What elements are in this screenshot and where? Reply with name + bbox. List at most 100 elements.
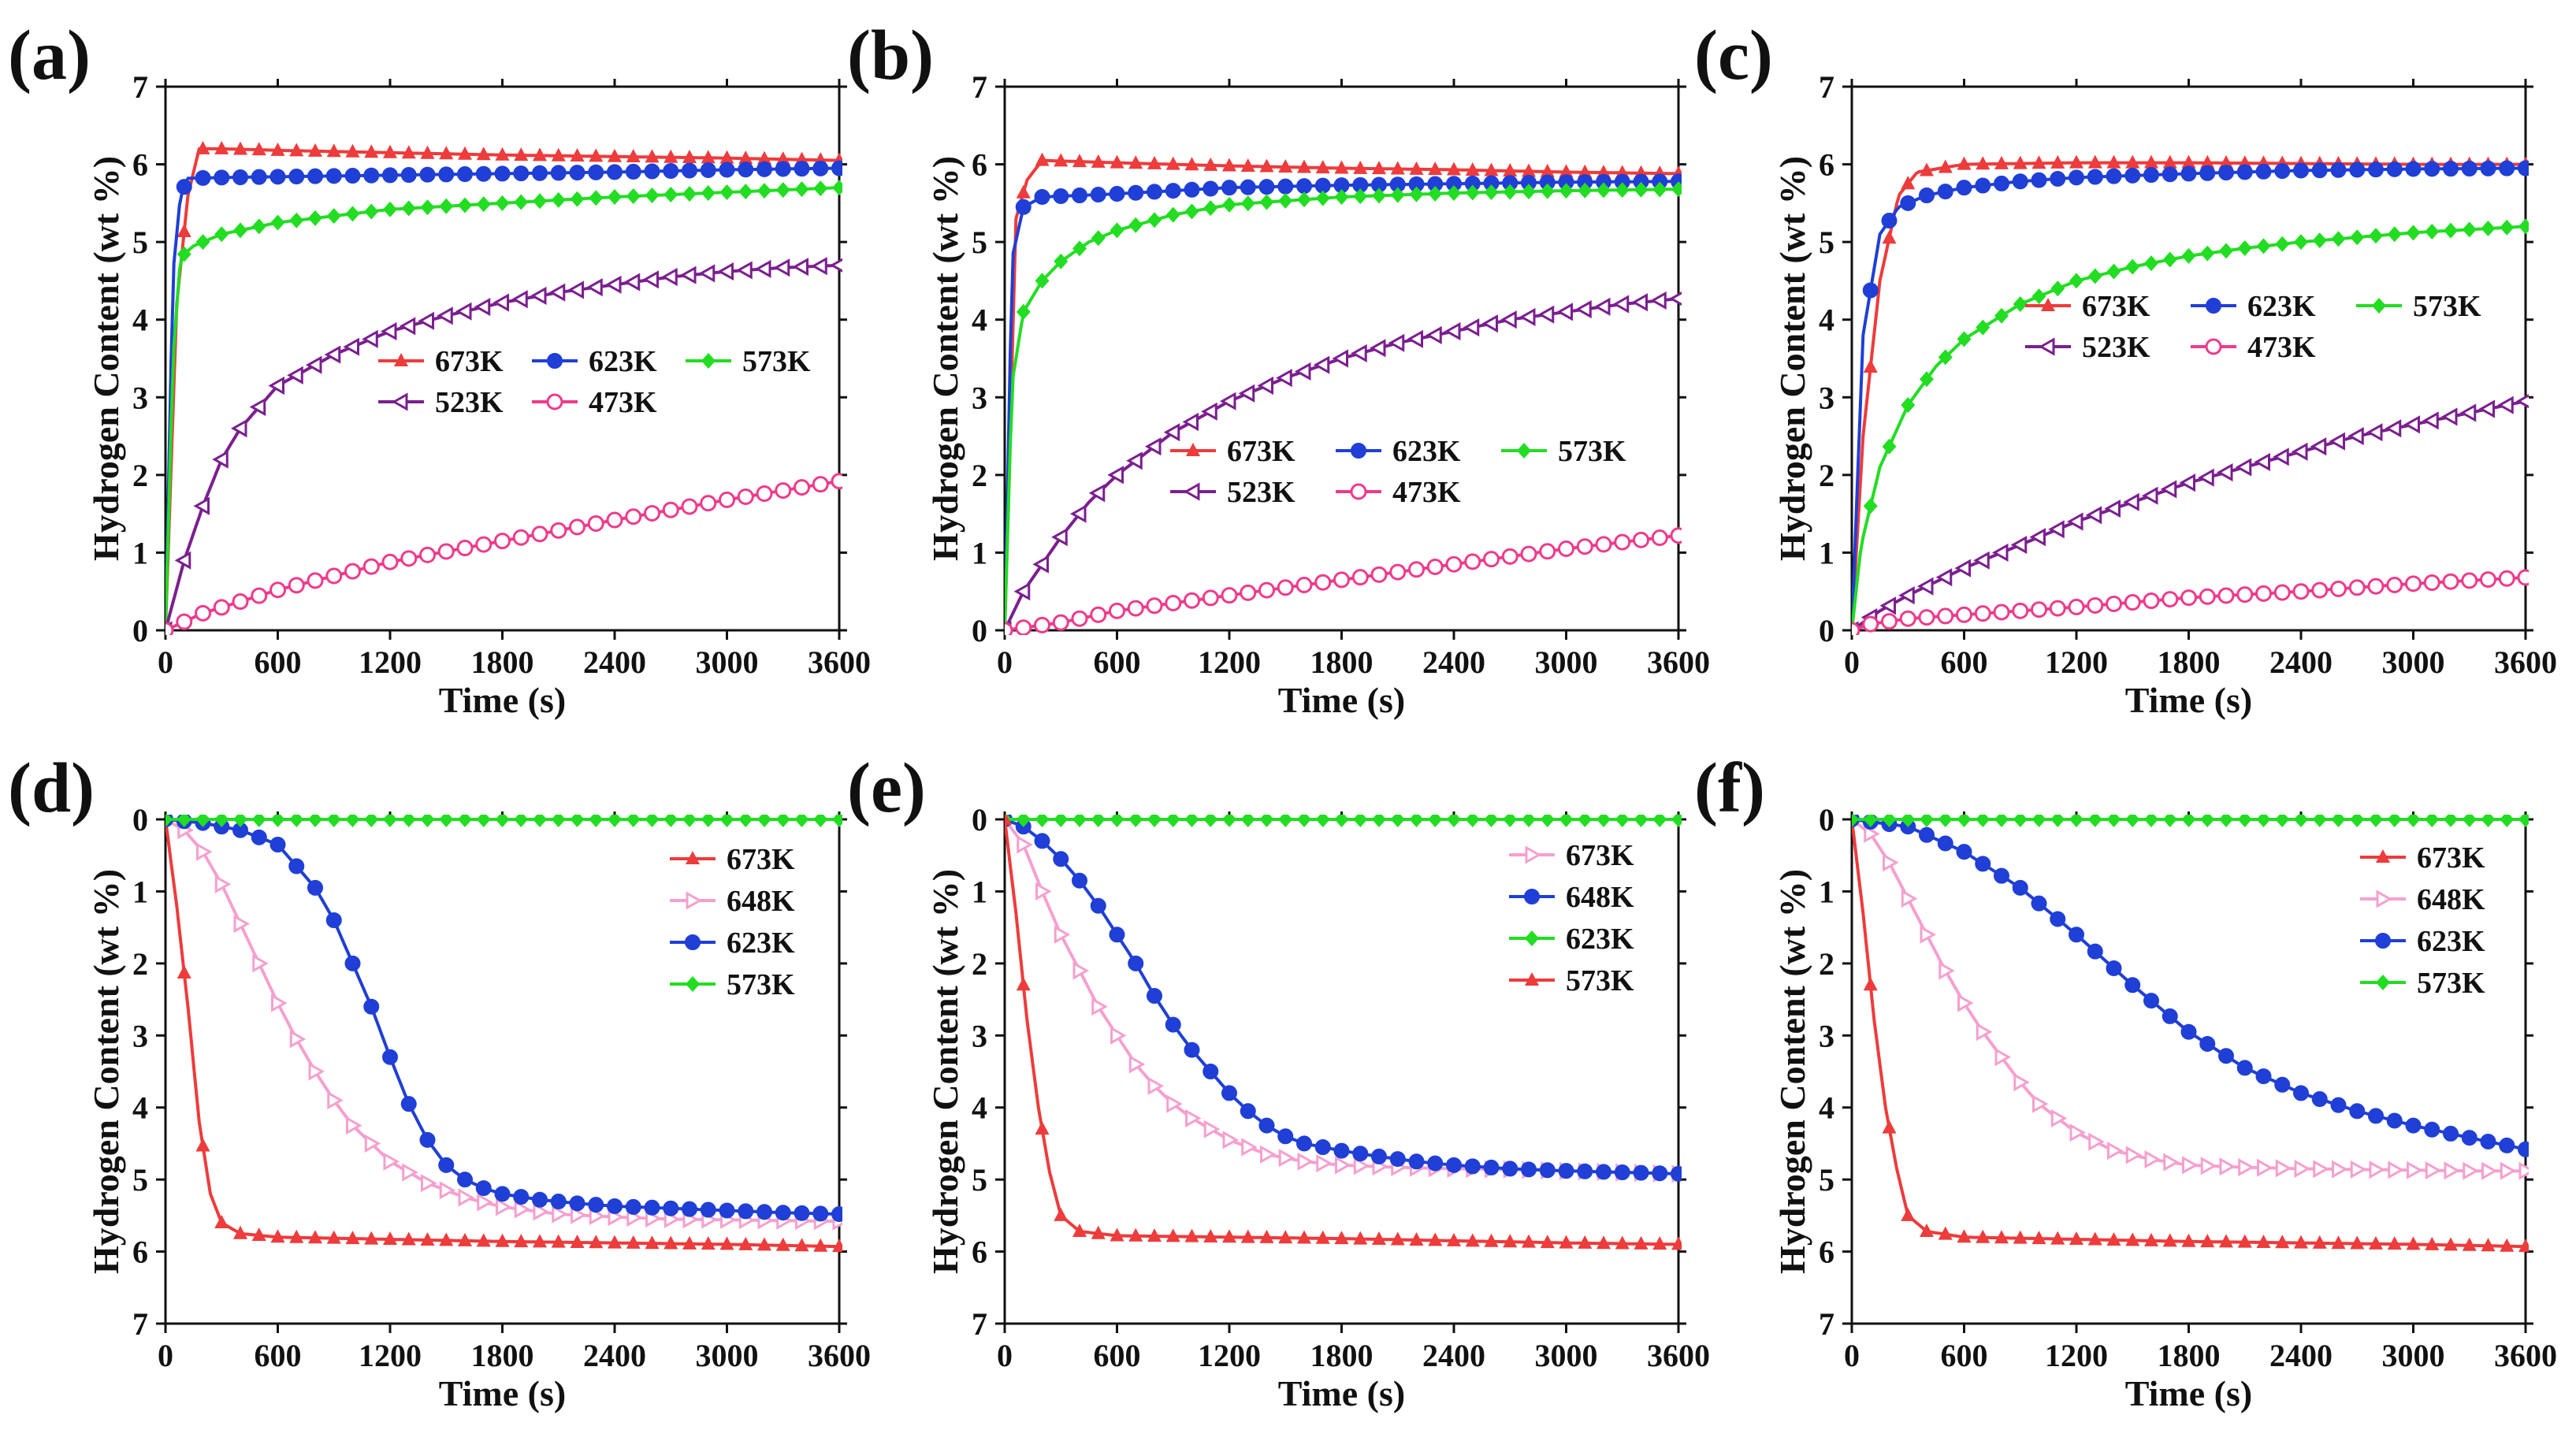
data-point [1203,180,1219,197]
data-point [2461,1130,2477,1146]
data-point [1334,160,1349,174]
data-point [308,143,322,157]
data-point [1334,1231,1349,1245]
data-point [1184,815,1199,827]
x-axis-label: Time (s) [439,680,566,720]
data-point [1054,815,1069,827]
data-point [2444,1161,2461,1180]
legend-label: 473K [2247,331,2316,364]
data-point [1296,1135,1312,1152]
data-point [2049,600,2066,617]
data-point [1597,815,1611,827]
series-623K [1005,815,1682,827]
data-point [1240,1103,1256,1120]
data-point [327,1091,344,1110]
data-point [1882,1120,1897,1134]
data-point [2123,492,2139,511]
data-point [1128,1227,1143,1242]
data-point [2515,394,2529,409]
data-point [2069,1231,2083,1246]
data-point [1501,548,1518,565]
data-point [214,1215,229,1228]
data-point [1483,1159,1500,1175]
series-line [165,818,840,1216]
data-point [2235,458,2252,477]
y-tick-label: 3 [1819,380,1834,415]
legend-label: 573K [2417,967,2485,1000]
data-point [1259,194,1274,210]
data-point [1427,1155,1444,1172]
data-point [176,613,193,630]
data-point [1165,183,1181,199]
data-point [2069,815,2083,827]
data-point [1882,438,1897,455]
legend-marker [1186,443,1200,456]
data-point [2162,815,2177,827]
data-point [2403,415,2420,434]
data-point [2405,161,2422,177]
x-tick-label: 3000 [1535,644,1598,680]
data-point [832,1239,842,1253]
data-point [2444,1237,2458,1251]
data-point [1502,1161,1518,1177]
data-point [1370,566,1388,583]
data-point [1035,882,1052,901]
data-point [1447,185,1461,202]
data-point [570,191,585,207]
panel-letter: (e) [847,749,926,827]
data-point [475,165,492,182]
data-point [1369,339,1386,358]
data-point [2255,585,2272,602]
data-point [2182,1156,2199,1175]
data-point [1258,1117,1275,1134]
data-point [1463,318,1480,337]
data-point [1408,1153,1425,1170]
data-point [608,815,622,827]
data-point [682,1201,697,1217]
data-point [1445,555,1463,573]
data-point [1165,206,1180,223]
series-573K [165,180,842,635]
data-point [1937,835,1953,852]
data-point [1593,297,1611,316]
data-point [1090,606,1107,623]
data-point [1409,1231,1424,1246]
series-623K [165,160,842,635]
data-point [812,160,829,176]
data-point [2293,1085,2309,1101]
data-point [2050,154,2065,169]
data-point [681,498,698,515]
x-tick-label: 3600 [808,644,871,680]
data-point [1409,186,1424,202]
legend-label: 623K [589,345,657,378]
data-point [1522,163,1536,177]
data-point [2236,586,2254,604]
data-point [193,496,210,515]
legend-marker [686,976,700,992]
data-point [2050,815,2065,827]
series-573K [1005,181,1682,635]
data-point [513,165,530,182]
data-point [1465,162,1480,176]
data-point [2275,1159,2292,1178]
data-point [1016,303,1031,320]
data-point [2425,815,2440,827]
data-point [1864,824,1880,843]
data-point [177,815,191,827]
legend: 673K 623K 573K 523K 473K [2025,290,2481,364]
data-point [2029,528,2046,547]
x-tick-label: 1200 [2045,1338,2108,1373]
data-point [2424,161,2440,177]
data-point [1957,993,1974,1012]
data-point [2238,1158,2254,1177]
y-tick-label: 3 [132,1018,148,1053]
legend-marker [686,851,700,864]
data-point [401,1231,416,1246]
y-tick-label: 6 [972,147,987,183]
data-point [2443,161,2459,177]
series-673K [165,815,842,1253]
data-point [1388,333,1405,352]
data-point [512,529,530,546]
data-point [2219,1157,2236,1176]
data-point [458,197,472,214]
